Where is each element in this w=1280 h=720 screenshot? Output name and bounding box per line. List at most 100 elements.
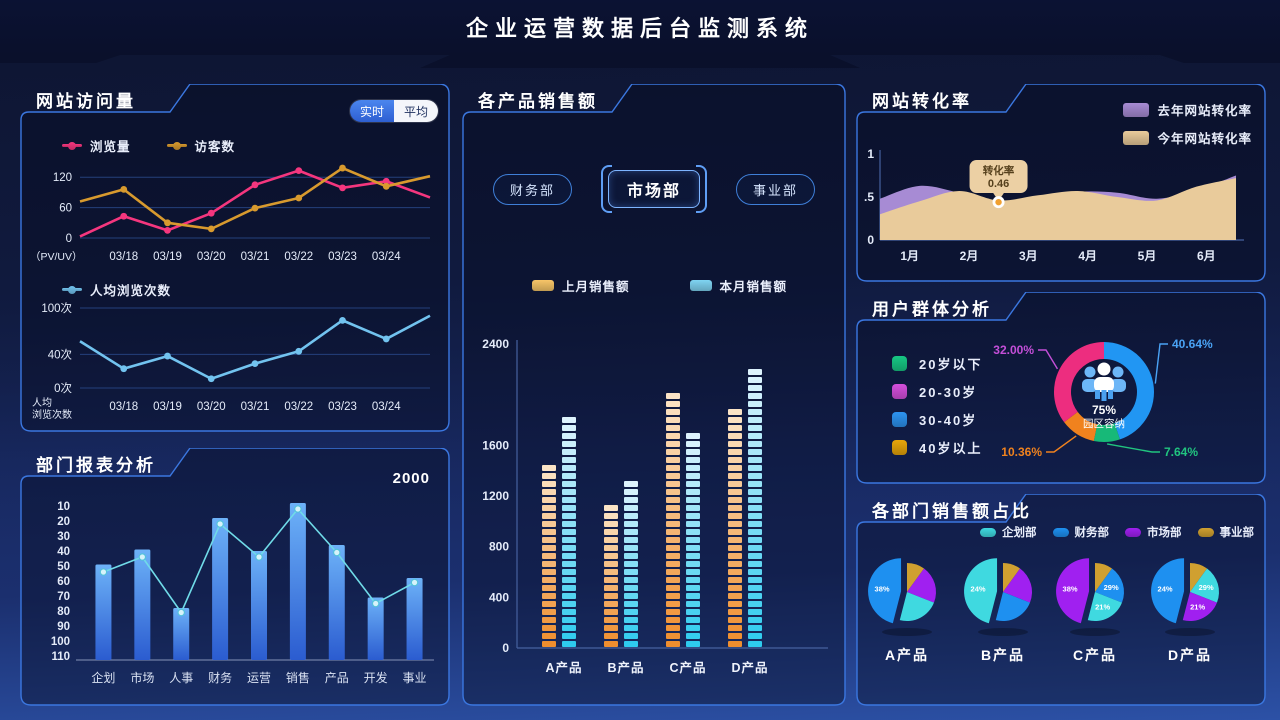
- panel-title: 网站转化率: [872, 91, 972, 111]
- panel-title: 各产品销售额: [478, 91, 598, 111]
- tab-finance-dept[interactable]: 财务部: [492, 173, 572, 205]
- legend-item-lastmonth[interactable]: 上月销售额: [532, 276, 630, 295]
- legend-item-business[interactable]: 事业部: [1197, 524, 1254, 540]
- svg-text:30: 30: [57, 531, 70, 543]
- panel-title: 各部门销售额占比: [872, 501, 1032, 521]
- panel-title: 用户群体分析: [872, 299, 992, 319]
- thisyear-swatch: [1123, 130, 1150, 145]
- legend-label: 浏览量: [90, 140, 131, 154]
- svg-text:40: 40: [57, 546, 70, 558]
- legend-label: 40岁以上: [919, 441, 983, 456]
- tab-market-dept[interactable]: 市场部: [600, 165, 707, 213]
- toggle-realtime[interactable]: 实时: [349, 100, 394, 122]
- svg-text:32.00%: 32.00%: [993, 343, 1034, 357]
- legend-item-planning[interactable]: 企划部: [980, 524, 1037, 540]
- svg-text:0.5: 0.5: [864, 190, 874, 204]
- svg-text:75%: 75%: [1092, 403, 1116, 417]
- dept-share-legend: 企划部 财务部 市场部 事业部: [980, 524, 1254, 540]
- svg-text:销售: 销售: [286, 670, 310, 685]
- svg-text:50: 50: [57, 561, 70, 573]
- svg-text:03/20: 03/20: [197, 251, 226, 263]
- legend-item-percapita[interactable]: 人均浏览次数: [62, 280, 171, 299]
- svg-text:人均: 人均: [32, 397, 52, 409]
- legend-item-finance[interactable]: 财务部: [1052, 524, 1109, 540]
- percapita-line-swatch: [62, 285, 82, 294]
- legend-item-30-40[interactable]: 30-40岁: [892, 410, 982, 429]
- svg-text:20: 20: [57, 516, 70, 528]
- user-groups-legend: 20岁以下 20-30岁 30-40岁 40岁以上: [892, 354, 982, 457]
- svg-text:21%: 21%: [1190, 602, 1205, 611]
- bracket-right: [696, 165, 707, 213]
- svg-text:2月: 2月: [960, 249, 979, 263]
- svg-text:03/20: 03/20: [197, 401, 226, 413]
- legend-label: 人均浏览次数: [90, 284, 172, 298]
- legend-item-20-30[interactable]: 20-30岁: [892, 382, 982, 401]
- tab-business-dept[interactable]: 事业部: [736, 173, 816, 205]
- legend-item-market[interactable]: 市场部: [1125, 524, 1182, 540]
- svg-text:开发: 开发: [364, 670, 388, 685]
- panel-site-visits: 网站访问量 实时 平均 浏览量 访客数 120 60 0 03/18 03/19 03/2…: [20, 84, 450, 432]
- percapita-legend: 人均浏览次数: [62, 280, 171, 299]
- svg-text:21%: 21%: [1095, 602, 1110, 611]
- planning-swatch: [980, 527, 996, 537]
- legend-item-visitors[interactable]: 访客数: [166, 136, 236, 155]
- department-tabs: 财务部 市场部 事业部: [462, 165, 846, 213]
- svg-text:800: 800: [489, 540, 509, 554]
- svg-text:7.64%: 7.64%: [1164, 445, 1198, 459]
- realtime-average-toggle: 实时 平均: [349, 100, 438, 122]
- svg-text:运营: 运营: [247, 671, 271, 685]
- per-capita-line-chart: 100次 40次 0次 03/18 03/19 03/20 03/21 03/22 03/23 0…: [28, 296, 442, 424]
- svg-text:400: 400: [489, 590, 509, 604]
- pie-label: A产品: [884, 647, 930, 663]
- svg-text:60: 60: [57, 576, 70, 588]
- svg-text:10.36%: 10.36%: [1001, 445, 1042, 459]
- legend-label: 企划部: [1002, 527, 1037, 539]
- svg-text:24%: 24%: [971, 584, 986, 593]
- legend-item-lastyear[interactable]: 去年网站转化率: [1123, 100, 1252, 119]
- legend-item-over40[interactable]: 40岁以上: [892, 438, 982, 457]
- svg-text:24%: 24%: [1158, 584, 1173, 593]
- product-sales-bar-chart: 2400 1600 1200 800 400 0 A产品 B产品 C产品 D产品: [472, 304, 836, 696]
- svg-text:38%: 38%: [875, 584, 890, 593]
- age30-40-swatch: [892, 412, 907, 427]
- svg-text:0: 0: [867, 233, 874, 247]
- svg-text:市场: 市场: [130, 670, 154, 685]
- age-donut-chart: 40.64% 7.64% 10.36% 32.00% 75% 园区容纳: [942, 298, 1266, 482]
- svg-text:2400: 2400: [482, 337, 509, 351]
- visits-legend: 浏览量 访客数: [62, 136, 235, 155]
- legend-item-thisyear[interactable]: 今年网站转化率: [1123, 128, 1252, 147]
- legend-item-thismonth[interactable]: 本月销售额: [689, 276, 788, 295]
- svg-text:（PV/UV）: （PV/UV）: [30, 251, 83, 263]
- svg-text:29%: 29%: [1104, 583, 1119, 592]
- header-trapezoid: [420, 55, 860, 68]
- svg-text:浏览次数: 浏览次数: [32, 408, 72, 421]
- panel-user-groups: 用户群体分析 20岁以下 20-30岁 30-40岁 40岁以上 40.64% 7…: [856, 292, 1266, 484]
- sales-legend: 上月销售额 本月销售额: [532, 276, 787, 295]
- lastyear-swatch: [1123, 102, 1150, 117]
- svg-text:03/18: 03/18: [109, 251, 138, 263]
- svg-text:10: 10: [57, 501, 70, 513]
- panel-dept-share: 各部门销售额占比 企划部 财务部 市场部 事业部 38% A产品 24% B产品 29%…: [856, 494, 1266, 706]
- dept-bar-line-chart: 10 20 30 40 50 60 70 80 90 100 110 企划 市场 人事 财务 运营 销售 产品 开发…: [28, 490, 442, 700]
- legend-label: 上月销售额: [562, 280, 630, 294]
- pv-uv-line-chart: 120 60 0 03/18 03/19 03/20 03/21 03/22 03/23 03/2…: [28, 152, 442, 274]
- svg-text:1: 1: [867, 147, 874, 161]
- svg-text:D产品: D产品: [731, 660, 768, 675]
- panel-title: 网站访问量: [36, 91, 136, 111]
- svg-text:0.46: 0.46: [988, 178, 1009, 190]
- over40-swatch: [892, 440, 907, 455]
- svg-text:财务: 财务: [208, 670, 232, 685]
- svg-text:03/19: 03/19: [153, 401, 182, 413]
- legend-item-pageviews[interactable]: 浏览量: [62, 136, 131, 155]
- legend-item-under20[interactable]: 20岁以下: [892, 354, 982, 373]
- svg-text:B产品: B产品: [607, 660, 644, 675]
- svg-text:C产品: C产品: [669, 660, 706, 675]
- visitors-line-swatch: [166, 141, 187, 150]
- panel-dept-report: 部门报表分析 2000 10 20 30 40 50 60 70 80 90 100 110 企划 市场…: [20, 448, 450, 706]
- legend-label: 30-40岁: [919, 413, 978, 428]
- toggle-average[interactable]: 平均: [393, 100, 438, 122]
- svg-text:0: 0: [502, 641, 509, 655]
- market-swatch: [1125, 527, 1141, 537]
- svg-text:03/23: 03/23: [328, 251, 357, 263]
